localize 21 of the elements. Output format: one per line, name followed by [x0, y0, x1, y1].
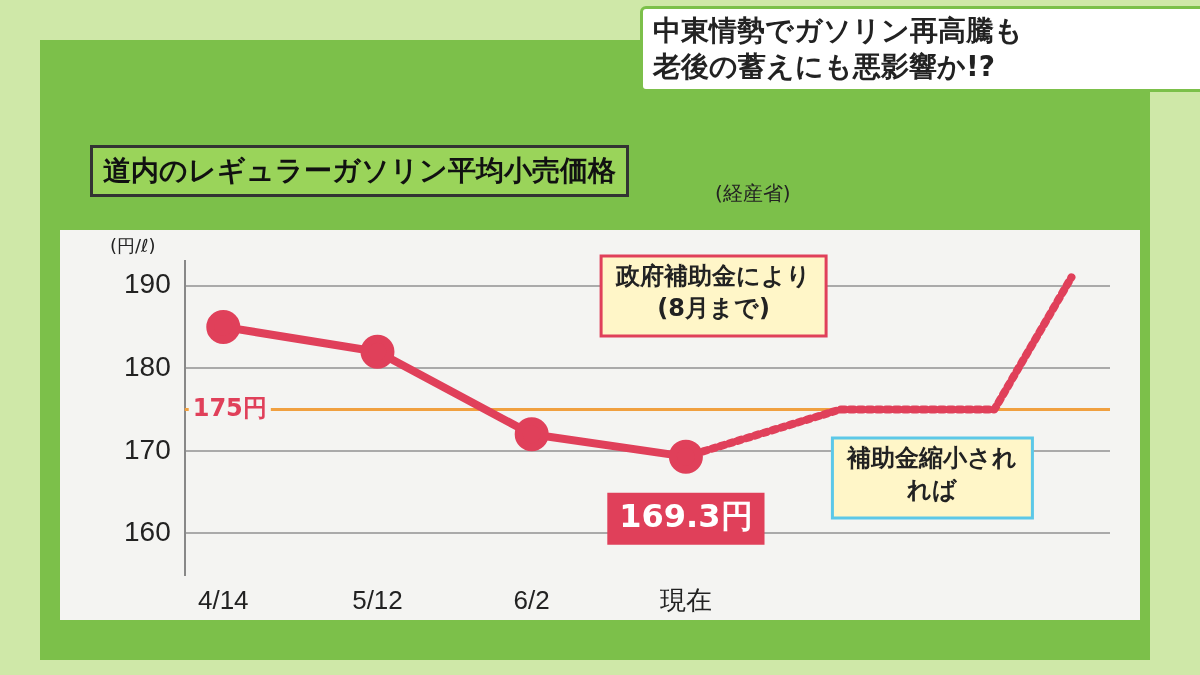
- point: [668, 439, 703, 474]
- y-tick-label: 160: [124, 516, 171, 548]
- y-tick-label: 190: [124, 268, 171, 300]
- ref-line-label: 175円: [192, 393, 267, 422]
- chart-title: 道内のレギュラーガソリン平均小売価格: [90, 145, 629, 197]
- y-tick-label: 170: [124, 433, 171, 465]
- y-tick-label: 180: [124, 350, 171, 382]
- annotation: 政府補助金により (8月まで): [615, 262, 812, 323]
- x-tick-label: 現在: [659, 584, 712, 615]
- y-axis-title: (円/ℓ): [110, 235, 156, 257]
- point: [514, 417, 549, 452]
- point: [360, 334, 395, 369]
- chart-subtitle: (経産省): [715, 180, 791, 207]
- annotation: 補助金縮小されれば: [846, 444, 1018, 505]
- data-label: 169.3円: [619, 496, 753, 535]
- x-tick-label: 6/2: [513, 584, 550, 615]
- text: 中東情勢でガソリン再高騰も: [653, 14, 1023, 47]
- point: [206, 309, 241, 344]
- x-tick-label: 4/14: [197, 584, 249, 615]
- x-tick-label: 5/12: [352, 584, 403, 615]
- text: 老後の蓄えにも悪影響か!?: [653, 50, 996, 83]
